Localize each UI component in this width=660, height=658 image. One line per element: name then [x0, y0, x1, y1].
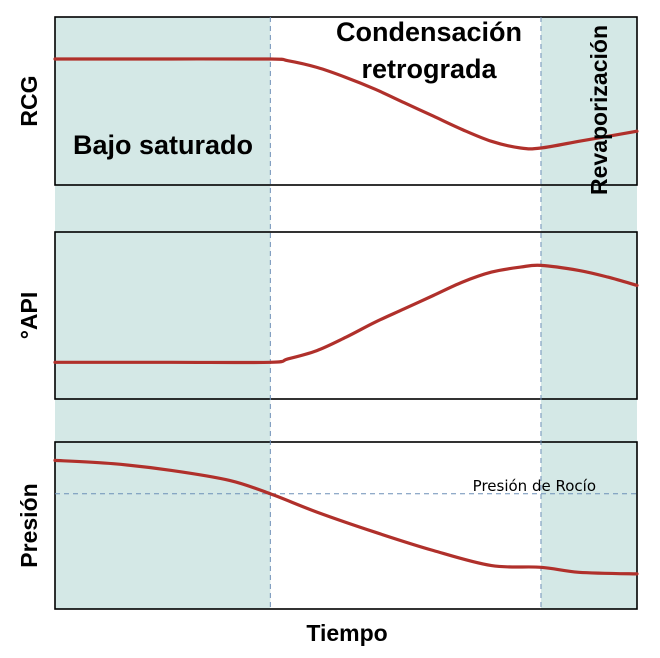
region-label-line-2: retrograda [361, 54, 497, 84]
panel-frame-1 [54, 16, 638, 186]
shaded-region-1 [55, 17, 271, 609]
series-line-3 [53, 458, 639, 576]
panels [54, 16, 638, 610]
shaded-regions [55, 17, 637, 609]
series-line-2 [53, 263, 639, 365]
region-label-line-1: Condensación [336, 17, 522, 47]
region-label-revaporizacion: Revaporización [586, 25, 612, 195]
region-dividers [55, 17, 637, 609]
shaded-region-3 [540, 17, 637, 609]
panel-frame-2 [54, 231, 638, 400]
y-axis-label-1: RCG [16, 75, 42, 126]
series-line-1 [53, 57, 639, 151]
panel-frame-3 [54, 441, 638, 610]
labels: RCG °API Presión de Rocío Presión Tiempo Bajo… [16, 17, 612, 646]
x-axis-label: Tiempo [306, 620, 387, 646]
dew-point-label: Presión de Rocío [473, 477, 596, 495]
y-axis-label-3: Presión [16, 483, 42, 567]
region-label-bajo-saturado: Bajo saturado [73, 130, 253, 160]
y-axis-label-2: °API [16, 292, 42, 340]
curves [53, 57, 639, 576]
region-label-condensacion-retrograda: Condensación retrograda [336, 17, 522, 84]
